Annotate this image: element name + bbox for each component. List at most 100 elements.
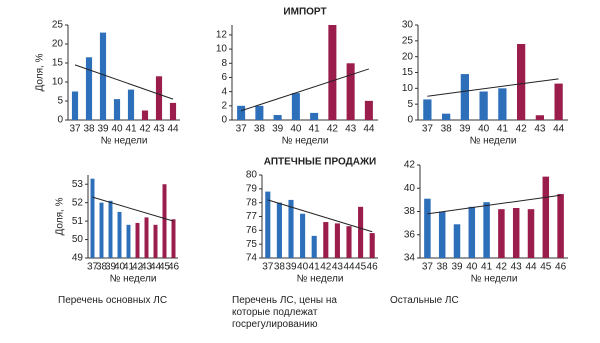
bar — [453, 224, 461, 258]
y-tick-label: 10 — [216, 44, 228, 55]
trend-line — [427, 194, 561, 215]
bar — [113, 99, 121, 120]
y-tick-label: 4 — [221, 86, 227, 97]
bar — [554, 83, 563, 120]
x-tick-label: 38 — [96, 262, 108, 273]
section-title: АПТЕЧНЫЕ ПРОДАЖИ — [264, 157, 377, 168]
y-tick-label: 10 — [52, 77, 64, 88]
x-tick-label: 43 — [345, 124, 357, 135]
bar — [135, 222, 140, 258]
x-axis-label: № недели — [471, 274, 518, 285]
y-tick-label: 8 — [221, 58, 227, 69]
x-tick-label: 46 — [367, 262, 379, 273]
x-tick-label: 42 — [320, 262, 332, 273]
x-tick-label: 44 — [525, 262, 537, 273]
bar — [535, 115, 544, 120]
bar — [460, 74, 469, 120]
y-tick-label: 40 — [404, 183, 416, 194]
x-axis-label: № недели — [110, 274, 157, 285]
y-tick-label: 12 — [216, 30, 228, 41]
x-tick-label: 43 — [534, 124, 546, 135]
y-tick-label: 38 — [404, 206, 416, 217]
x-tick-label: 40 — [114, 262, 126, 273]
y-tick-label: 50 — [72, 234, 84, 245]
bar — [557, 194, 564, 258]
x-tick-label: 44 — [150, 262, 162, 273]
bar — [153, 224, 158, 258]
bar — [483, 202, 490, 258]
y-tick-label: 6 — [221, 72, 227, 83]
bar — [117, 211, 122, 258]
y-tick-label: 36 — [404, 229, 416, 240]
bar — [442, 113, 451, 120]
y-tick-label: 49 — [72, 253, 84, 264]
bar — [346, 63, 355, 120]
bar — [323, 222, 329, 258]
bar — [498, 209, 505, 258]
x-tick-label: 39 — [97, 124, 109, 135]
bar — [85, 57, 93, 120]
x-tick-label: 38 — [254, 124, 266, 135]
panel-caption: Перечень ЛС, цены на которые подлежат госр… — [232, 295, 337, 330]
trend-line — [267, 199, 373, 233]
x-tick-label: 40 — [297, 262, 309, 273]
bar — [310, 112, 319, 120]
bar — [438, 211, 446, 258]
y-tick-label: 53 — [72, 179, 84, 190]
y-tick-label: 25 — [402, 35, 414, 46]
x-tick-label: 40 — [111, 124, 123, 135]
y-tick-label: 80 — [246, 170, 258, 181]
bar — [141, 110, 149, 120]
x-tick-label: 44 — [363, 124, 375, 135]
y-tick-label: 77 — [246, 211, 258, 222]
bar — [517, 44, 526, 120]
x-tick-label: 42 — [496, 262, 508, 273]
x-axis-label: № недели — [470, 136, 517, 147]
bar — [126, 224, 131, 258]
x-tick-label: 39 — [105, 262, 117, 273]
bar — [358, 206, 364, 258]
x-tick-label: 40 — [290, 124, 302, 135]
x-tick-label: 37 — [69, 124, 81, 135]
x-tick-label: 37 — [422, 262, 434, 273]
x-tick-label: 43 — [141, 262, 153, 273]
x-tick-label: 45 — [540, 262, 552, 273]
y-tick-label: 25 — [52, 20, 64, 31]
bar — [71, 91, 79, 120]
y-tick-label: 5 — [407, 99, 413, 110]
trend-line — [92, 196, 174, 222]
x-tick-label: 40 — [478, 124, 490, 135]
panel-caption: Остальные ЛС — [390, 295, 459, 306]
x-tick-label: 41 — [309, 124, 321, 135]
x-tick-label: 41 — [497, 124, 509, 135]
bar — [162, 184, 167, 258]
y-tick-label: 75 — [246, 239, 258, 250]
x-tick-label: 39 — [272, 124, 284, 135]
x-tick-label: 42 — [327, 124, 339, 135]
bar — [334, 223, 340, 258]
y-axis-label: Доля, % — [35, 53, 46, 91]
trend-line — [74, 64, 174, 100]
bar — [424, 198, 431, 258]
x-tick-label: 38 — [441, 124, 453, 135]
x-tick-label: 41 — [123, 262, 135, 273]
bar — [255, 105, 264, 120]
bar — [512, 208, 520, 258]
y-tick-label: 51 — [72, 216, 84, 227]
bar — [542, 176, 550, 258]
x-tick-label: 41 — [309, 262, 321, 273]
x-tick-label: 39 — [285, 262, 297, 273]
x-tick-label: 42 — [139, 124, 151, 135]
bar — [423, 99, 432, 120]
x-tick-label: 42 — [516, 124, 528, 135]
y-tick-label: 42 — [404, 160, 416, 171]
x-axis-label: № недели — [297, 274, 344, 285]
bar — [127, 89, 135, 120]
trend-line — [240, 68, 370, 112]
x-tick-label: 43 — [153, 124, 165, 135]
y-tick-label: 79 — [246, 183, 258, 194]
x-tick-label: 43 — [332, 262, 344, 273]
x-tick-label: 46 — [555, 262, 567, 273]
bar — [169, 102, 177, 120]
